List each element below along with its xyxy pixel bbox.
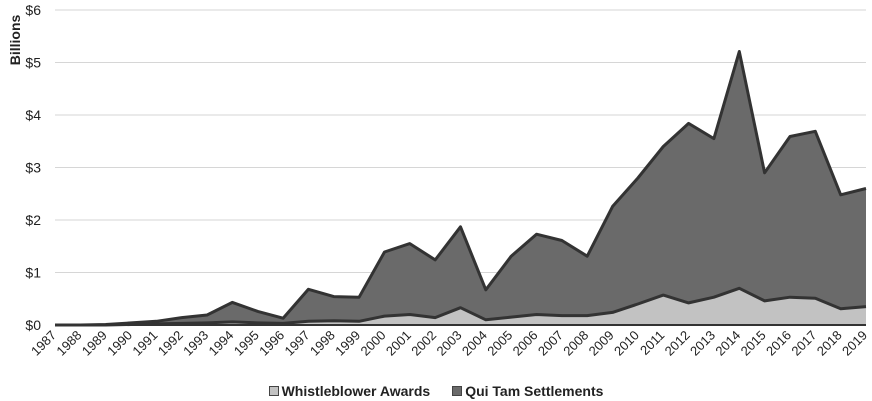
legend-label-qui-tam-settlements: Qui Tam Settlements xyxy=(465,383,604,399)
x-tick-label: 1988 xyxy=(53,328,84,359)
y-tick-label: $3 xyxy=(25,160,41,176)
legend-swatch-qui-tam-settlements xyxy=(452,386,463,396)
x-tick-label: 2013 xyxy=(687,328,718,359)
x-tick-label: 2008 xyxy=(560,328,591,359)
y-tick-label: $6 xyxy=(25,2,41,18)
x-tick-label: 1996 xyxy=(256,328,287,359)
series-areas xyxy=(55,50,867,327)
x-tick-label: 1995 xyxy=(231,328,262,359)
x-tick-label: 2001 xyxy=(383,328,414,359)
area-whistleblower-awards xyxy=(55,288,866,325)
legend-item-qui-tam-settlements: Qui Tam Settlements xyxy=(452,383,603,399)
line-whistleblower-awards xyxy=(55,286,867,327)
x-tick-label: 2005 xyxy=(484,328,515,359)
x-axis-ticks: 1987198819891990199119921993199419951996… xyxy=(28,328,870,359)
x-tick-label: 1997 xyxy=(282,328,313,359)
y-tick-label: $1 xyxy=(25,265,41,281)
x-tick-label: 1994 xyxy=(205,328,236,359)
x-tick-label: 2009 xyxy=(586,328,617,359)
x-tick-label: 2003 xyxy=(434,328,465,359)
x-tick-label: 1990 xyxy=(104,328,135,359)
x-tick-label: 2011 xyxy=(637,328,667,358)
x-tick-label: 2002 xyxy=(408,328,439,359)
x-tick-label: 1991 xyxy=(129,328,160,359)
area-qui-tam-settlements xyxy=(55,51,866,325)
y-axis-ticks: $0 $1 $2 $3 $4 $5 $6 xyxy=(25,2,41,333)
x-tick-label: 2016 xyxy=(763,328,794,359)
x-tick-label: 2015 xyxy=(738,328,769,359)
gridlines xyxy=(55,9,866,326)
x-tick-label: 2000 xyxy=(358,328,389,359)
legend-item-whistleblower-awards: Whistleblower Awards xyxy=(268,383,431,399)
x-tick-label: 2006 xyxy=(510,328,541,359)
chart-legend: Whistleblower Awards Qui Tam Settlements xyxy=(0,382,872,400)
y-tick-label: $2 xyxy=(25,212,41,228)
x-tick-label: 2010 xyxy=(611,328,642,359)
y-tick-label: $0 xyxy=(25,317,41,333)
line-qui-tam-settlements xyxy=(55,50,867,327)
x-tick-label: 1993 xyxy=(180,328,211,359)
y-tick-label: $4 xyxy=(25,107,41,123)
legend-label-whistleblower-awards: Whistleblower Awards xyxy=(281,383,431,399)
x-tick-label: 2007 xyxy=(535,328,566,359)
x-tick-label: 2018 xyxy=(814,328,845,359)
x-tick-label: 1998 xyxy=(307,328,338,359)
y-tick-label: $5 xyxy=(25,55,41,71)
x-tick-label: 1992 xyxy=(155,328,186,359)
x-tick-label: 2004 xyxy=(459,328,490,359)
x-tick-label: 1989 xyxy=(79,328,110,359)
x-tick-label: 1999 xyxy=(332,328,363,359)
x-tick-label: 2019 xyxy=(839,328,870,359)
x-tick-label: 2014 xyxy=(712,328,743,359)
y-axis-title: Billions xyxy=(7,15,23,66)
x-tick-label: 2017 xyxy=(788,328,819,359)
x-tick-label: 2012 xyxy=(662,328,693,359)
legend-swatch-whistleblower-awards xyxy=(268,386,279,396)
